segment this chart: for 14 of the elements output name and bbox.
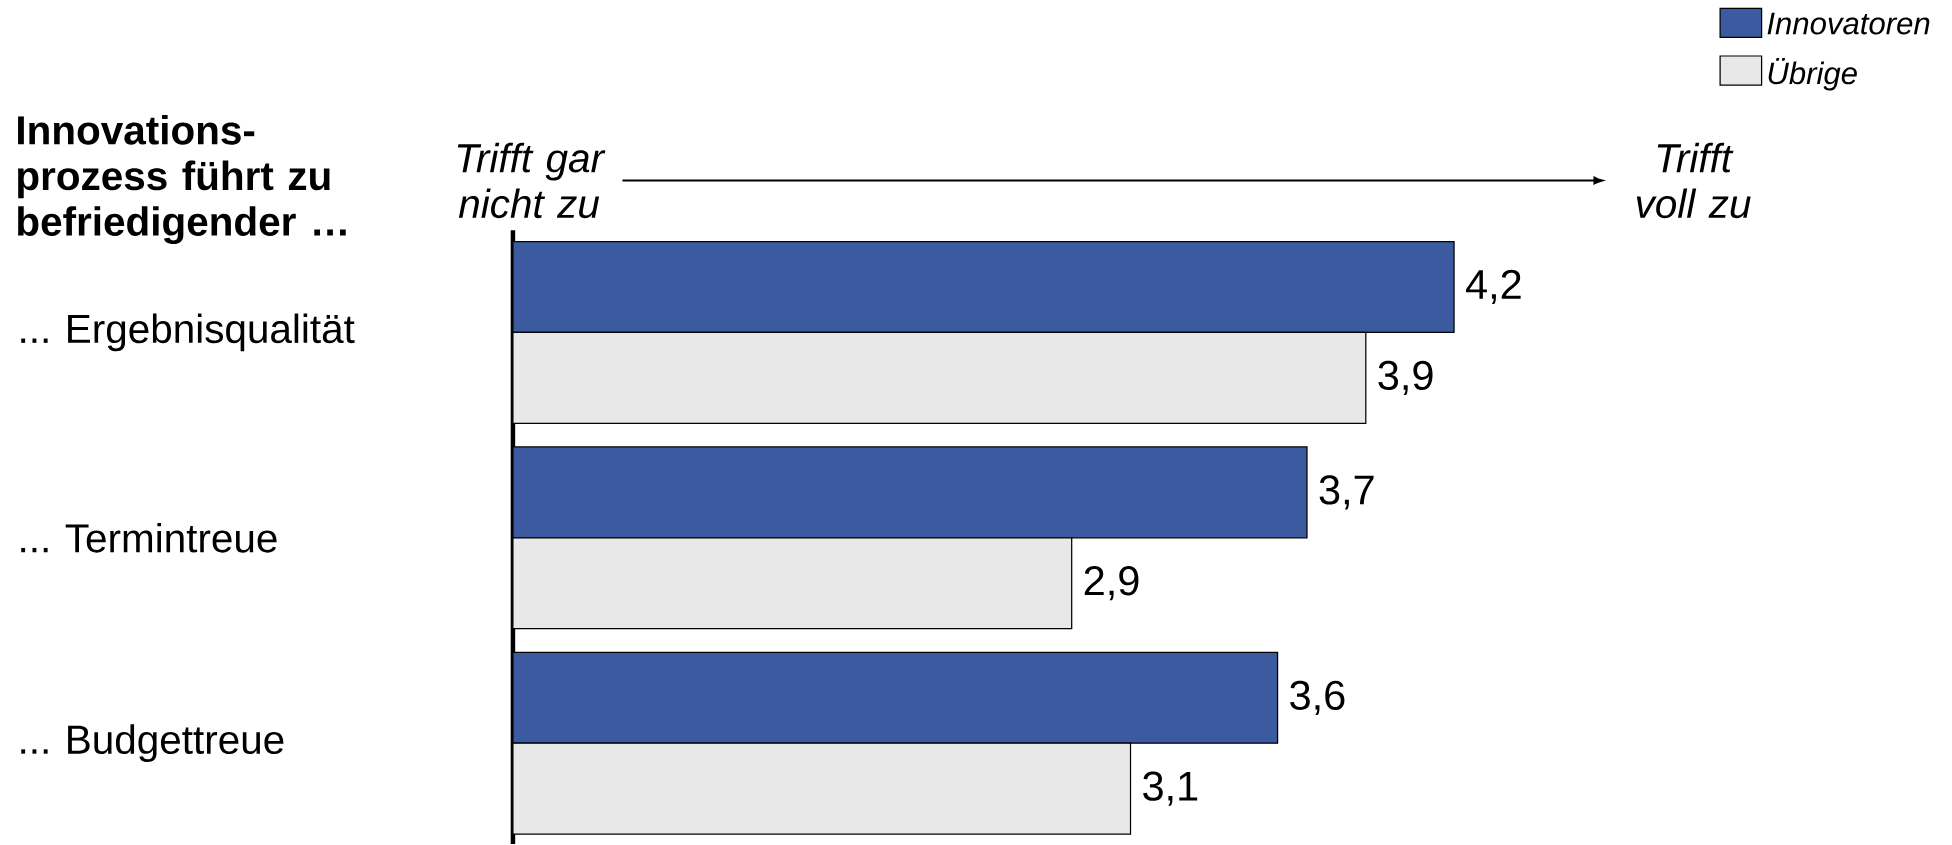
legend-label: Innovatoren [1767, 12, 1930, 35]
data-label: 3,7 [1319, 475, 1374, 510]
data-label: 4,2 [1465, 269, 1521, 304]
text: Trifft voll zu [1636, 142, 1751, 219]
y-tick-label: ... Termintreue [21, 522, 277, 553]
data-label: 3,9 [1378, 360, 1433, 395]
y-tick-label: ... Budgettreue [21, 724, 284, 762]
text: Trifft gar nicht zu [457, 142, 606, 219]
legend-label: Übrige [1768, 57, 1857, 91]
y-tick-label: ... Ergebnisqualität [21, 313, 355, 352]
data-label: 3,1 [1143, 771, 1198, 806]
data-label: 2,9 [1084, 565, 1139, 601]
text: Innovations-prozess führt zu befriedigender … [18, 114, 346, 244]
data-label: 3,6 [1290, 680, 1345, 715]
